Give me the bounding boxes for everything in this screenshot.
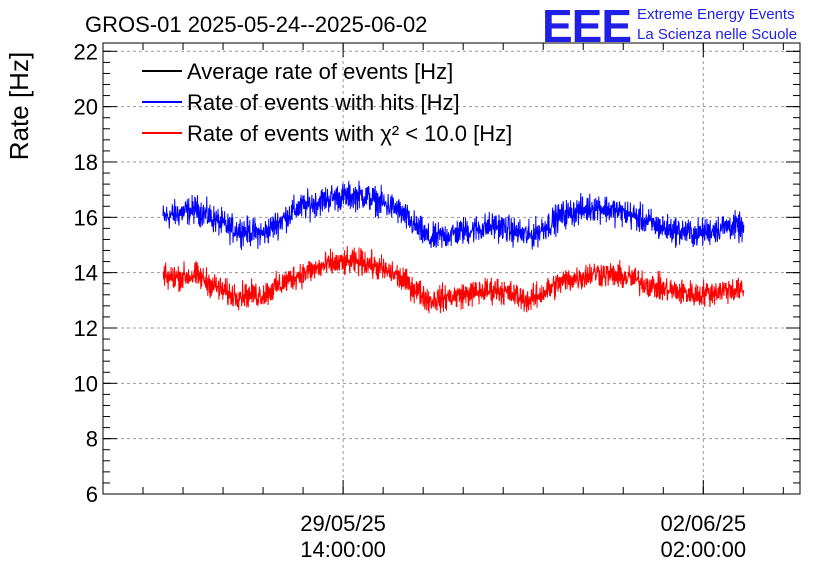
x-tick-time: 02:00:00 (660, 537, 746, 562)
eee-logo: EEE Extreme Energy Events La Scienza nel… (542, 0, 797, 52)
legend-label-chi2: Rate of events with χ² < 10.0 [Hz] (187, 121, 512, 146)
y-axis-ticks: 6 8 10 12 14 16 18 20 22 (74, 39, 800, 507)
plot-frame (102, 42, 801, 495)
y-tick-label: 22 (74, 39, 98, 64)
grid-lines (103, 43, 800, 495)
y-tick-label: 18 (74, 150, 98, 175)
y-tick-label: 14 (74, 261, 98, 286)
eee-logo-mark: EEE (542, 0, 631, 52)
y-axis-label: Rate [Hz] (4, 52, 34, 160)
plot-border (102, 42, 801, 495)
legend: Average rate of events [Hz] Rate of even… (142, 59, 512, 146)
series-line-1 (162, 180, 745, 251)
y-tick-label: 10 (74, 371, 98, 396)
x-tick-date: 02/06/25 (660, 511, 746, 536)
legend-label-hits: Rate of events with hits [Hz] (187, 90, 460, 115)
legend-label-average: Average rate of events [Hz] (187, 59, 453, 84)
y-tick-label: 16 (74, 205, 98, 230)
y-tick-label: 6 (86, 482, 98, 507)
chart-title: GROS-01 2025-05-24--2025-06-02 (85, 12, 427, 37)
y-tick-label: 20 (74, 95, 98, 120)
eee-logo-line1: Extreme Energy Events (637, 6, 795, 23)
x-tick-date: 29/05/25 (300, 511, 386, 536)
series-layer (162, 180, 745, 314)
eee-logo-line2: La Scienza nelle Scuole (637, 26, 797, 43)
y-tick-label: 12 (74, 316, 98, 341)
x-tick-time: 14:00:00 (300, 537, 386, 562)
series-line-2 (162, 246, 745, 314)
y-tick-label: 8 (86, 427, 98, 452)
